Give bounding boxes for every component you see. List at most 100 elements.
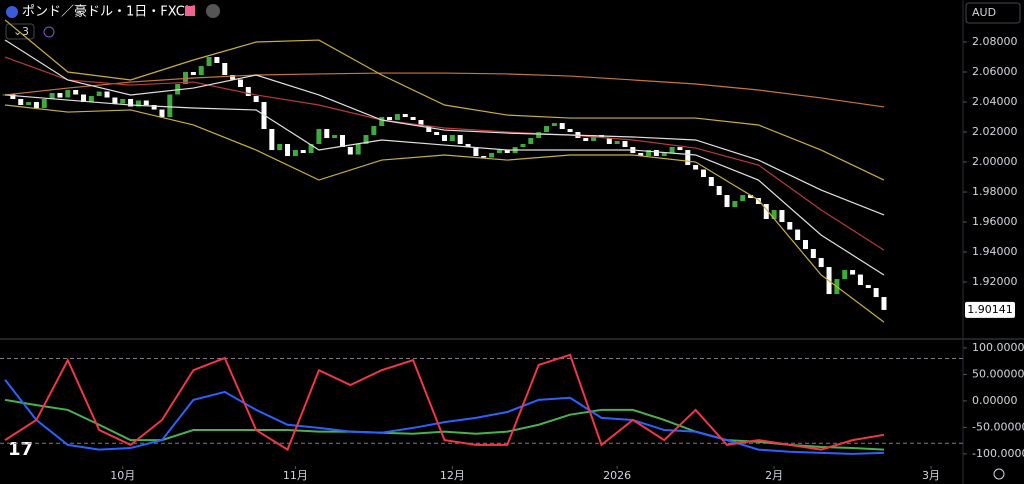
candle (26, 102, 32, 106)
candle (810, 249, 816, 259)
candle (332, 135, 338, 139)
candle (292, 150, 298, 157)
candle (10, 94, 16, 100)
candle (379, 117, 385, 127)
candle (316, 129, 322, 145)
y-tick-label: 2.04000 (972, 95, 1018, 108)
candle (65, 90, 71, 98)
indicator-line (4, 94, 885, 276)
candle (708, 177, 714, 187)
candle (237, 79, 243, 88)
candle (473, 147, 479, 157)
candle (73, 90, 79, 95)
candle (441, 135, 447, 142)
candle (347, 147, 353, 155)
indicator-line (4, 398, 885, 451)
candle (324, 129, 330, 139)
candle (528, 138, 534, 145)
candle (606, 138, 612, 145)
candle (755, 198, 761, 205)
candle (842, 270, 848, 280)
indicator-line (4, 56, 885, 251)
candle (857, 274, 863, 286)
status-icon (206, 4, 220, 18)
indicator-line (4, 19, 885, 181)
candle (716, 186, 722, 196)
candle (583, 138, 589, 142)
last-price-label: 1.90141 (967, 303, 1013, 316)
candle (614, 141, 620, 145)
candle (638, 153, 644, 157)
candle (245, 87, 251, 97)
candle (418, 120, 424, 127)
candle (104, 91, 110, 98)
tv-logo[interactable]: 17 (8, 439, 33, 460)
y-tick-label: -50.00000 (972, 420, 1024, 433)
currency-label: AUD (972, 6, 996, 19)
candle (873, 288, 879, 298)
candle (387, 117, 393, 121)
candle (308, 144, 314, 154)
candle (49, 93, 55, 100)
candle (285, 144, 291, 157)
candle (763, 204, 769, 220)
candle (591, 135, 597, 142)
candle (96, 91, 102, 97)
candle (198, 66, 204, 76)
indicator-line (4, 104, 885, 323)
currency-box[interactable] (965, 2, 1021, 24)
candle (536, 132, 542, 139)
candle (57, 93, 63, 98)
collapse-chevron: ⌄ (13, 25, 22, 38)
candle (732, 201, 738, 208)
candle (410, 117, 416, 121)
y-tick-label: 1.94000 (972, 245, 1018, 258)
candle (426, 126, 432, 133)
candle (567, 129, 573, 133)
candle (622, 141, 628, 148)
candle (88, 96, 94, 103)
candle (646, 150, 652, 157)
candle (277, 144, 283, 151)
y-tick-label: 100.00000 (972, 341, 1024, 354)
candle (520, 144, 526, 148)
candle (206, 57, 212, 67)
candle (449, 135, 455, 142)
candle (18, 99, 24, 106)
candle (112, 97, 118, 104)
candle (151, 105, 157, 110)
candle (269, 129, 275, 151)
candle (363, 135, 369, 145)
x-tick-label: 11月 (283, 469, 308, 482)
candle (230, 75, 236, 80)
y-tick-label: 2.08000 (972, 35, 1018, 48)
candle (300, 150, 306, 154)
y-tick-label: 50.00000 (972, 367, 1024, 380)
settings-icon[interactable] (993, 468, 1005, 480)
x-tick-label: 2月 (765, 469, 783, 482)
indicator-icon (43, 26, 55, 38)
candle (740, 195, 746, 202)
candle (33, 102, 39, 109)
candle (802, 240, 808, 250)
candle (559, 123, 565, 130)
candle (120, 99, 126, 104)
x-tick-label: 3月 (922, 469, 940, 482)
flag-icon[interactable] (185, 6, 195, 16)
candle (371, 126, 377, 136)
candle (795, 229, 801, 241)
candle (434, 132, 440, 136)
candle (81, 94, 87, 103)
candle (677, 147, 683, 151)
collapse-button[interactable] (5, 23, 35, 40)
y-tick-label: 2.06000 (972, 65, 1018, 78)
candle (457, 135, 463, 145)
candle (653, 150, 659, 157)
candle (253, 96, 259, 103)
candle (504, 150, 510, 154)
candle (489, 153, 495, 158)
candle (779, 210, 785, 223)
candle (496, 150, 502, 154)
candle (865, 285, 871, 289)
candle (724, 195, 730, 208)
